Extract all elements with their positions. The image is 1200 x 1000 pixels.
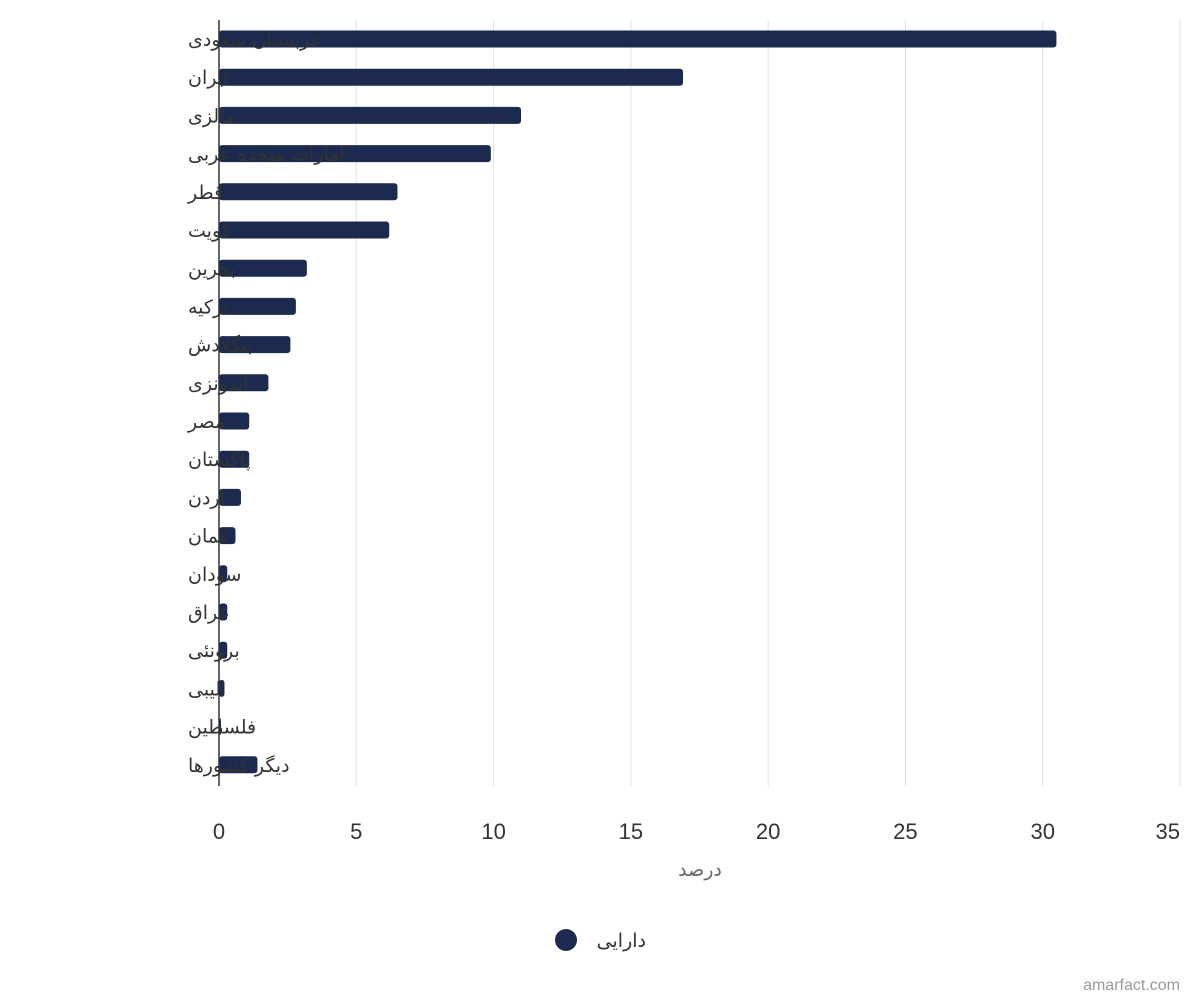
x-tick-label: 20 [756,819,780,844]
bar[interactable] [219,145,491,163]
bar[interactable] [219,106,522,124]
category-label: پاکستان [188,449,251,471]
bar[interactable] [219,336,291,354]
x-tick-label: 35 [1156,819,1180,844]
bar[interactable] [219,30,1057,48]
bar[interactable] [219,527,236,545]
category-label: مصر [187,411,225,433]
category-label: ترکیه [188,296,229,318]
x-tick-label: 5 [350,819,362,844]
bar[interactable] [219,412,250,430]
x-tick-label: 10 [481,819,505,844]
bar[interactable] [219,679,225,697]
category-label: کویت [188,220,232,242]
bar[interactable] [219,183,398,201]
gridlines [355,20,1181,786]
x-tick-label: 25 [893,819,917,844]
category-label: امارات متحده عربی [188,144,345,166]
category-labels: عربستان سعودی ایران مالزی امارات متحده عربی… [187,29,345,777]
legend-marker-circle [555,929,577,951]
category-label: لیبی [188,678,221,700]
x-axis-title: درصد [678,859,722,881]
category-label: مالزی [188,105,235,127]
x-tick-label: 30 [1030,819,1054,844]
bar[interactable] [219,565,228,583]
bars [219,30,1057,774]
bar[interactable] [219,68,684,86]
bar[interactable] [219,297,296,315]
legend-label: دارایی [597,930,646,952]
bar[interactable] [219,641,228,659]
category-label: اندونزی [188,373,248,395]
credit-text[interactable]: amarfact.com [1083,977,1180,994]
category-label: ایران [188,67,228,89]
bar[interactable] [219,221,390,239]
category-label: اردن [188,487,225,509]
category-label: قطر [187,182,223,204]
category-label: دیگر کشورها [188,754,290,777]
bar[interactable] [219,450,250,468]
x-tick-label: 0 [213,819,225,844]
bar[interactable] [219,603,228,621]
x-axis-tick-labels: 0 5 10 15 20 25 30 35 [213,819,1180,844]
category-label: عراق [188,602,230,624]
bar[interactable] [219,259,307,277]
bar[interactable] [219,488,241,506]
category-label: برونئی [188,640,240,662]
category-label: سودان [188,564,241,586]
category-label: عربستان سعودی [188,29,322,51]
category-label: بحرین [188,258,236,280]
category-label: بنگلادش [188,334,253,357]
bar[interactable] [219,756,258,774]
x-tick-label: 15 [619,819,643,844]
bar[interactable] [219,374,269,392]
category-label: فلسطین [188,717,256,739]
category-label: عمان [188,526,230,548]
legend[interactable]: دارایی [555,929,646,952]
